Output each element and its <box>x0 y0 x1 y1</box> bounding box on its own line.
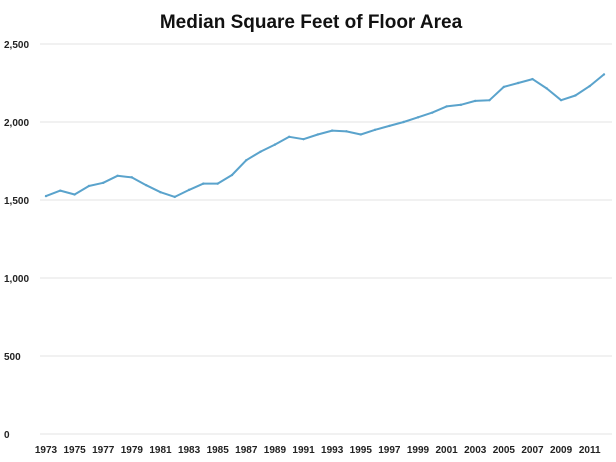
x-tick-label: 1989 <box>264 445 287 456</box>
x-tick-label: 1977 <box>92 445 115 456</box>
x-tick-label: 1983 <box>178 445 201 456</box>
data-point <box>559 98 563 102</box>
y-tick-label: 1,000 <box>4 274 29 285</box>
data-point <box>359 133 362 136</box>
x-tick-label: 2003 <box>464 445 487 456</box>
data-point <box>416 116 420 119</box>
data-point <box>316 133 320 136</box>
data-point <box>73 193 76 196</box>
x-tick-label: 1993 <box>321 445 344 456</box>
y-tick-label: 500 <box>4 352 21 363</box>
x-tick-label: 1999 <box>407 445 430 456</box>
x-tick-label: 1985 <box>207 445 230 456</box>
data-point <box>474 99 477 103</box>
data-point <box>44 194 48 198</box>
data-point <box>102 181 105 185</box>
x-tick-label: 2011 <box>579 445 601 456</box>
data-point <box>602 73 606 76</box>
x-tick-label: 1981 <box>149 445 172 456</box>
y-tick-label: 1,500 <box>4 196 29 207</box>
data-point <box>216 182 219 185</box>
y-tick-label: 0 <box>4 430 10 441</box>
data-point <box>259 150 262 153</box>
series-layer <box>44 73 606 199</box>
data-point <box>187 188 191 192</box>
data-point <box>388 124 391 128</box>
data-point <box>531 77 534 81</box>
data-point <box>59 189 62 192</box>
x-tick-label: 1979 <box>121 445 144 456</box>
data-point <box>574 94 577 97</box>
data-point <box>130 176 134 179</box>
x-tick-label: 2007 <box>521 445 544 456</box>
x-tick-label: 1987 <box>235 445 258 456</box>
data-point <box>245 159 248 162</box>
data-point <box>373 128 377 131</box>
data-point <box>588 84 591 88</box>
data-point <box>445 105 448 108</box>
series-line <box>45 73 605 198</box>
data-point <box>288 135 291 139</box>
data-point <box>516 81 520 85</box>
data-point <box>330 129 334 132</box>
x-tick-label: 1973 <box>35 445 58 456</box>
chart-title: Median Square Feet of Floor Area <box>160 12 463 33</box>
data-point <box>144 183 148 187</box>
y-tick-label: 2,500 <box>4 40 29 51</box>
data-point <box>230 173 234 177</box>
data-point <box>302 137 305 141</box>
x-tick-label: 1997 <box>378 445 401 456</box>
data-point <box>173 195 176 199</box>
x-axis-ticks: 1973 1975 1977 1979 1981 1983 1985 1987 1989 1991… <box>35 445 601 456</box>
data-point <box>502 85 506 89</box>
x-tick-label: 1975 <box>63 445 86 456</box>
data-point <box>273 143 277 146</box>
x-tick-label: 2005 <box>493 445 516 456</box>
data-point <box>202 182 205 185</box>
x-tick-label: 1991 <box>292 445 315 456</box>
data-point <box>488 98 491 102</box>
y-axis-ticks: 0 500 1,000 1,500 2,000 2,500 <box>4 40 29 441</box>
data-point <box>459 103 463 107</box>
data-point <box>402 120 405 124</box>
data-point <box>87 184 91 188</box>
x-tick-label: 2009 <box>550 445 573 456</box>
data-point <box>431 111 434 114</box>
x-tick-label: 2001 <box>435 445 458 456</box>
data-point <box>345 130 348 133</box>
x-tick-label: 1995 <box>350 445 373 456</box>
data-point <box>545 87 548 90</box>
data-point <box>116 174 119 178</box>
gridlines <box>40 43 612 435</box>
y-tick-label: 2,000 <box>4 118 29 129</box>
data-point <box>159 191 162 194</box>
